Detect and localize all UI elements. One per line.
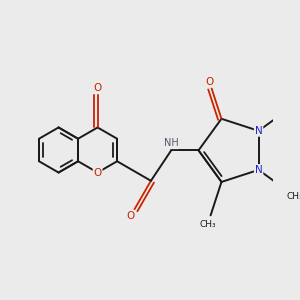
Text: O: O (205, 77, 214, 87)
Text: O: O (127, 211, 135, 220)
Text: NH: NH (164, 138, 178, 148)
Text: N: N (255, 126, 262, 136)
Text: CH₃: CH₃ (199, 220, 216, 229)
Text: O: O (94, 167, 102, 178)
Text: CH₃: CH₃ (286, 192, 300, 201)
Text: O: O (94, 83, 102, 93)
Text: N: N (255, 165, 262, 175)
